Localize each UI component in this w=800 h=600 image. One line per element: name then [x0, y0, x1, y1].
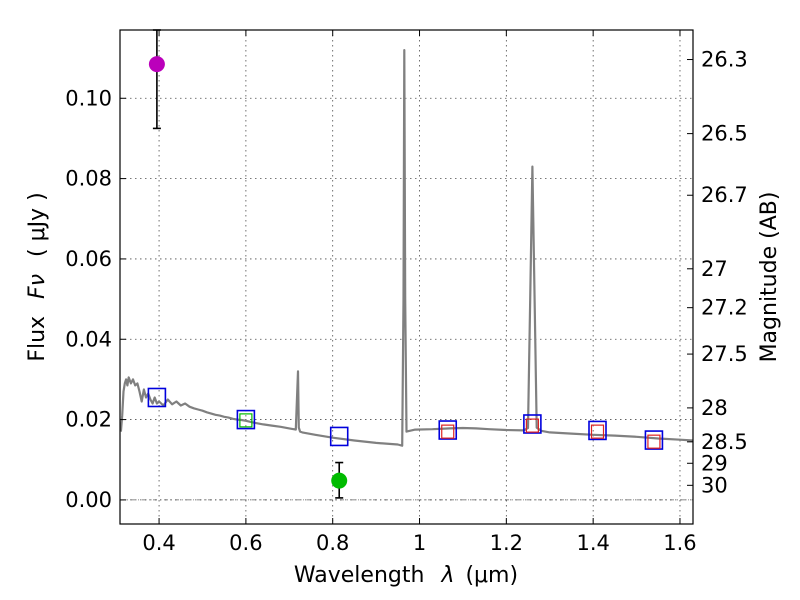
- y-tick-label: 0.06: [65, 247, 112, 271]
- x-tick-label: 0.4: [142, 531, 175, 555]
- y-axis-title-unit: ( μJy ): [25, 192, 50, 257]
- y2-tick-label: 26.7: [701, 183, 748, 207]
- model-photometry-square: [438, 420, 458, 440]
- x-tick-label: 1: [413, 531, 426, 555]
- x-tick-label: 1.6: [663, 531, 696, 555]
- y2-tick-label: 26.5: [701, 122, 748, 146]
- y2-tick-label: 29: [701, 451, 728, 475]
- y-tick-label: 0.02: [65, 408, 112, 432]
- observed-flux-point: [331, 472, 348, 489]
- x-tick-label: 1.4: [576, 531, 609, 555]
- x-axis-title-symbol: λ: [440, 563, 454, 588]
- y2-tick-label: 28.5: [701, 430, 748, 454]
- y2-tick-label: 26.3: [701, 48, 748, 72]
- y-tick-label: 0.00: [65, 488, 112, 512]
- y-tick-label: 0.04: [65, 327, 112, 351]
- y2-tick-label: 30: [701, 473, 728, 497]
- x-axis-title-text: Wavelength: [294, 563, 425, 588]
- f606w-photometry-square: [239, 413, 253, 428]
- nir-photometry-square: [441, 424, 455, 439]
- x-tick-label: 0.8: [316, 531, 349, 555]
- y-axis-title-symbol: Fν: [25, 274, 50, 299]
- y2-tick-label: 27: [701, 257, 728, 281]
- model-photometry-square: [236, 409, 256, 430]
- x-tick-label: 1.2: [490, 531, 523, 555]
- model-photometry-square: [329, 426, 349, 447]
- plot-frame: [119, 29, 694, 525]
- nir-photometry-square: [590, 424, 605, 439]
- tick-layer: 0.4 0.6 0.8 1 1.2 1.4 1.6 0.00 0.02 0.04 0.06 0.08 0…: [65, 30, 748, 555]
- y-tick-label: 0.08: [65, 167, 112, 191]
- y-tick-label: 0.10: [65, 86, 112, 110]
- x-tick-label: 0.6: [229, 531, 262, 555]
- nir-photometry-square: [525, 418, 539, 433]
- model-photometry-square: [644, 430, 664, 450]
- y2-axis-title: Magnitude (AB): [757, 192, 782, 363]
- y-axis-title-text: Flux: [25, 316, 50, 362]
- y2-tick-label: 28: [701, 396, 728, 420]
- observed-flux-point: [148, 56, 165, 73]
- x-axis-title-unit: (μm): [465, 563, 518, 588]
- nir-photometry-square: [647, 434, 661, 449]
- x-axis-title: Wavelength λ (μm): [294, 563, 518, 588]
- y2-tick-label: 27.2: [701, 296, 748, 320]
- model-photometry-square: [588, 420, 607, 441]
- model-photometry-square: [147, 387, 167, 408]
- plot-background: [120, 30, 693, 524]
- model-photometry-square: [523, 414, 542, 434]
- y-axis-title: Flux Fν ( μJy ): [25, 192, 50, 361]
- y2-tick-label: 27.5: [701, 342, 748, 366]
- marker-layer: [147, 29, 664, 499]
